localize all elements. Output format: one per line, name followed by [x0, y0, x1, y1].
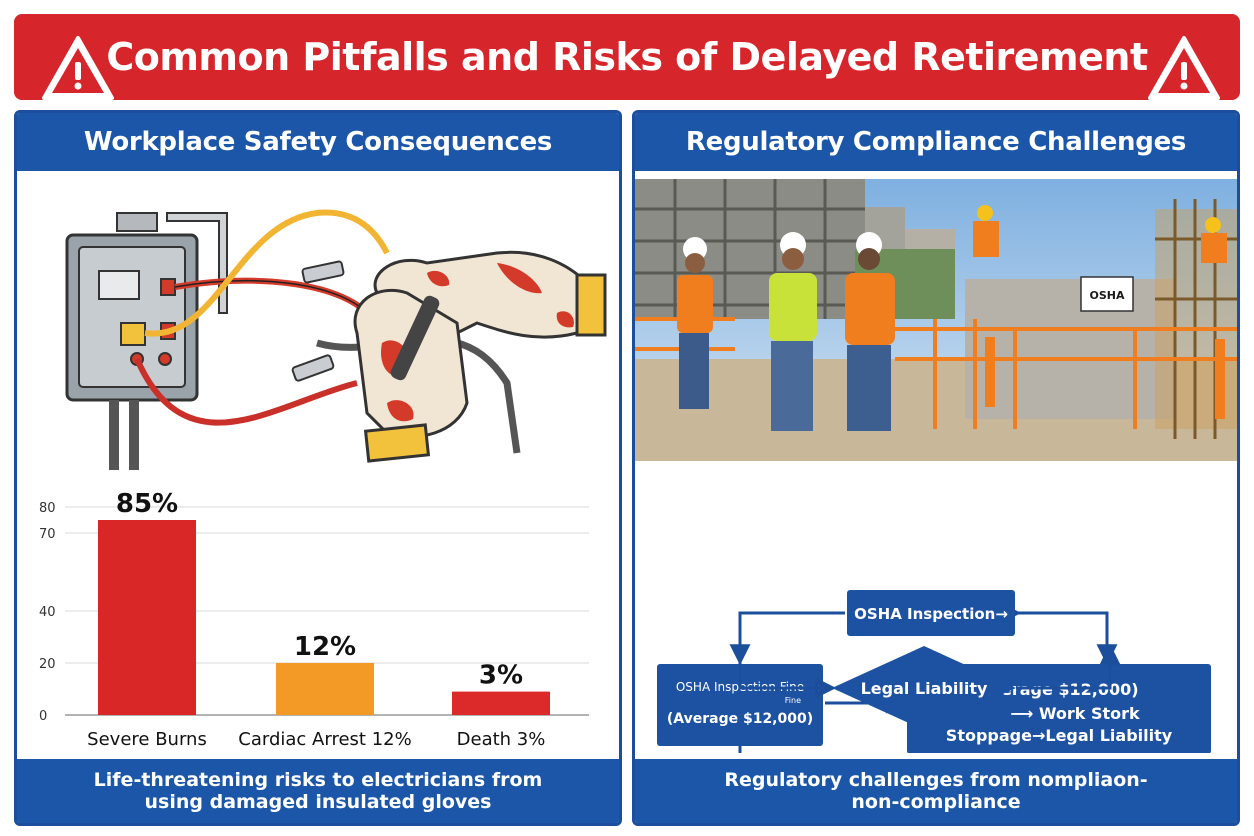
osha-inspection-box: OSHA Inspection→ — [854, 605, 1008, 623]
electrical-panel-gloves-illustration — [65, 209, 607, 470]
y-tick-label: 70 — [39, 527, 56, 542]
category-label: Death 3% — [457, 729, 546, 750]
compliance-panel: Regulatory Compliance Challenges — [632, 110, 1240, 826]
warning-icon — [42, 36, 114, 100]
title-banner: Common Pitfalls and Risks of Delayed Ret… — [14, 14, 1240, 100]
y-tick-label: 40 — [39, 605, 56, 620]
page-title: Common Pitfalls and Risks of Delayed Ret… — [106, 35, 1148, 79]
warning-icon — [1148, 36, 1220, 100]
osha-sign: OSHA — [1090, 289, 1125, 302]
legal-liability-label: Legal Liability — [861, 679, 988, 698]
footer-line-1: Regulatory challenges from nompliaon- — [724, 769, 1148, 791]
fine-box-amount: (Average $12,000) — [667, 711, 813, 727]
panel-footer: Life-threatening risks to electricians f… — [17, 759, 619, 823]
bar — [276, 663, 374, 715]
footer-line-2: using damaged insulated gloves — [144, 791, 492, 813]
y-tick-label: 20 — [39, 657, 56, 672]
footer-line-2: non-compliance — [851, 791, 1021, 813]
safety-panel: Workplace Safety Consequences — [14, 110, 622, 826]
bar-value-label: 12% — [294, 632, 356, 662]
bar-value-label: 3% — [479, 661, 523, 691]
y-tick-label: 80 — [39, 501, 56, 516]
stoppage-box-line-2: ⟶ Work Stork — [1010, 704, 1140, 723]
stoppage-box-line-3: Stoppage→Legal Liability — [946, 726, 1173, 745]
bar — [452, 691, 550, 715]
category-label: Severe Burns — [87, 729, 207, 750]
bar — [98, 520, 196, 715]
legal-liability-node: Legal Liability — [738, 636, 1121, 730]
risk-bar-chart: 0 20 40 70 80 85% Severe Burns 12% Cardiac Arre… — [39, 489, 589, 750]
construction-site-photo: OSHA — [635, 179, 1237, 461]
category-label: Cardiac Arrest 12% — [238, 729, 411, 750]
footer-line-1: Life-threatening risks to electricians f… — [93, 769, 543, 791]
bar-value-label: 85% — [116, 489, 178, 519]
y-tick-label: 0 — [39, 709, 47, 724]
panel-title: Workplace Safety Consequences — [17, 113, 619, 171]
fine-box-small: Fine — [785, 696, 801, 705]
panel-footer: Regulatory challenges from nompliaon- no… — [635, 759, 1237, 823]
panel-title: Regulatory Compliance Challenges — [635, 113, 1237, 171]
